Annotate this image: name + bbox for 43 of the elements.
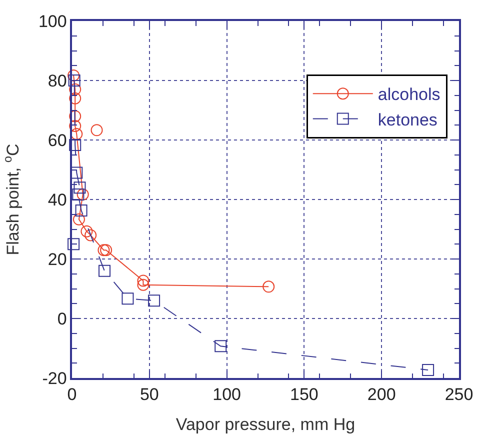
point — [80, 225, 93, 238]
x-tick-label: 150 — [290, 385, 318, 404]
point — [76, 188, 89, 200]
point — [98, 244, 110, 256]
point — [68, 238, 80, 250]
y-tick-label: 80 — [48, 71, 67, 90]
y-tick-label: 0 — [57, 309, 67, 328]
point — [69, 92, 82, 104]
x-axis-title: Vapor pressure, mm Hg — [176, 415, 356, 434]
point — [422, 364, 434, 376]
point — [69, 110, 82, 122]
y-tick-label: 60 — [48, 130, 67, 150]
point — [137, 278, 150, 291]
point — [69, 120, 82, 132]
point — [70, 128, 83, 140]
point — [75, 204, 88, 217]
legend-label: alcohols — [378, 85, 440, 104]
point — [72, 213, 85, 226]
point — [262, 280, 275, 293]
point — [137, 274, 150, 287]
point — [72, 188, 84, 200]
point — [70, 166, 83, 179]
x-tick-label: 50 — [140, 385, 159, 404]
point — [68, 69, 80, 82]
point — [90, 124, 103, 136]
y-tick-label: 40 — [48, 190, 67, 210]
point — [84, 229, 97, 242]
y-tick-label: 20 — [48, 250, 67, 269]
point — [148, 294, 160, 307]
legend-label: ketones — [378, 110, 438, 130]
point — [100, 244, 112, 256]
x-tick-label: 100 — [212, 385, 241, 404]
point — [214, 340, 227, 352]
x-tick-label: 250 — [444, 385, 474, 404]
y-tick-label: 100 — [38, 12, 67, 31]
point — [122, 292, 134, 305]
point — [98, 264, 111, 277]
x-tick-label: 200 — [367, 385, 396, 404]
point — [69, 139, 82, 152]
point — [69, 83, 82, 96]
y-tick-label: -20 — [42, 368, 67, 388]
point — [68, 74, 80, 86]
point — [74, 182, 86, 194]
